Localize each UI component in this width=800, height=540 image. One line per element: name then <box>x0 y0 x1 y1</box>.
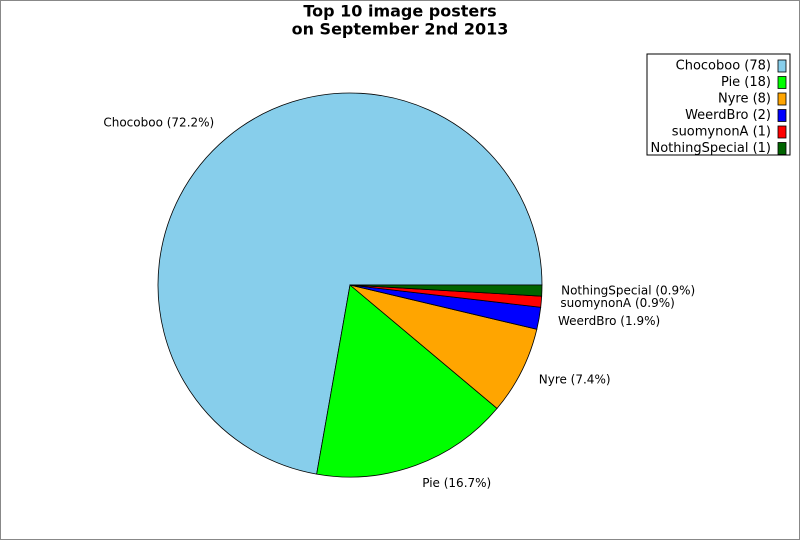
legend-swatch <box>777 92 787 106</box>
chart-title: Top 10 image posters <box>303 2 496 21</box>
slice-label: Nyre (7.4%) <box>539 372 611 386</box>
slice-label: suomynonA (0.9%) <box>560 296 674 310</box>
slice-label: WeerdBro (1.9%) <box>558 314 660 328</box>
legend-label: Nyre (8) <box>718 92 771 107</box>
legend-swatch <box>777 142 787 155</box>
legend-swatch <box>777 109 787 122</box>
legend-swatch <box>777 59 787 73</box>
pie-slice <box>157 92 543 475</box>
legend-label: NothingSpecial (1) <box>650 141 771 156</box>
legend-swatch <box>777 125 787 139</box>
legend-swatch <box>777 76 787 89</box>
slice-label: Pie (16.7%) <box>422 476 491 490</box>
legend-label: Pie (18) <box>721 75 771 90</box>
pie-slice <box>349 284 543 297</box>
legend-box <box>646 53 791 156</box>
legend-label: WeerdBro (2) <box>685 108 771 123</box>
slice-label: NothingSpecial (0.9%) <box>561 284 695 298</box>
chart-title: on September 2nd 2013 <box>292 20 509 39</box>
legend-label: Chocoboo (78) <box>676 59 771 74</box>
pie-slice <box>316 284 498 478</box>
legend-label: suomynonA (1) <box>672 125 771 140</box>
slice-label: Chocoboo (72.2%) <box>103 116 214 130</box>
